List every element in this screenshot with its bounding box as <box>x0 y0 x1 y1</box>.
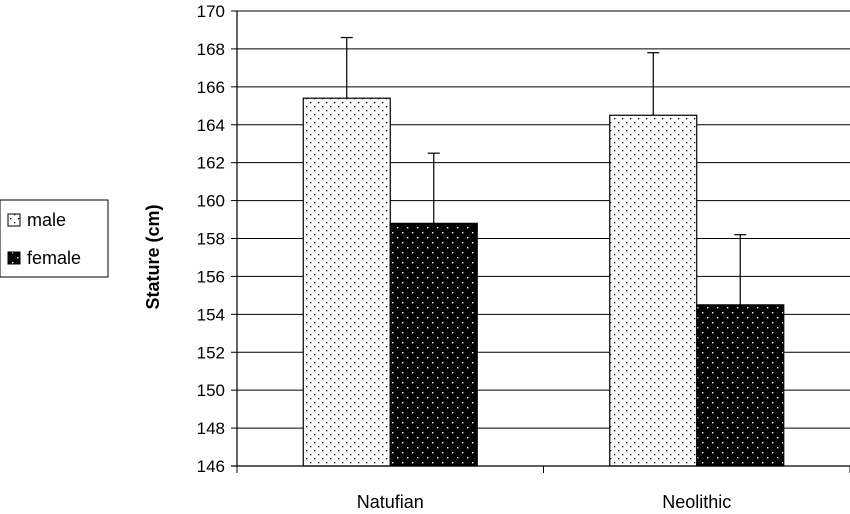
y-tick-label: 156 <box>197 267 225 286</box>
bar-female-neolithic <box>696 304 785 467</box>
y-tick-label: 160 <box>197 192 225 211</box>
y-tick-label: 164 <box>197 116 225 135</box>
y-tick-label: 150 <box>197 381 225 400</box>
legend: male female <box>0 199 109 278</box>
y-axis-title: Stature (cm) <box>143 204 163 309</box>
y-tick-label: 148 <box>197 419 225 438</box>
bars <box>302 97 785 467</box>
legend-swatch-male <box>7 213 21 227</box>
y-tick-label: 162 <box>197 154 225 173</box>
x-category-label: Neolithic <box>662 492 731 512</box>
y-axis-ticks: 146 148 150 152 154 156 158 160 162 164 166 168 170 <box>197 2 237 476</box>
bar-male-neolithic <box>609 114 698 467</box>
x-axis-labels: Natufian Neolithic <box>357 492 732 512</box>
y-tick-label: 146 <box>197 457 225 476</box>
y-tick-label: 158 <box>197 230 225 249</box>
axes <box>231 11 850 473</box>
y-tick-label: 154 <box>197 305 225 324</box>
y-tick-label: 170 <box>197 2 225 21</box>
y-tick-label: 152 <box>197 343 225 362</box>
legend-swatch-female <box>7 251 21 265</box>
bar-male-natufian <box>302 97 391 467</box>
y-tick-label: 168 <box>197 40 225 59</box>
bar-female-natufian <box>389 222 478 467</box>
legend-label-female: female <box>27 248 81 268</box>
y-tick-label: 166 <box>197 78 225 97</box>
legend-label-male: male <box>27 210 66 230</box>
x-category-label: Natufian <box>357 492 424 512</box>
error-bars <box>340 36 747 305</box>
